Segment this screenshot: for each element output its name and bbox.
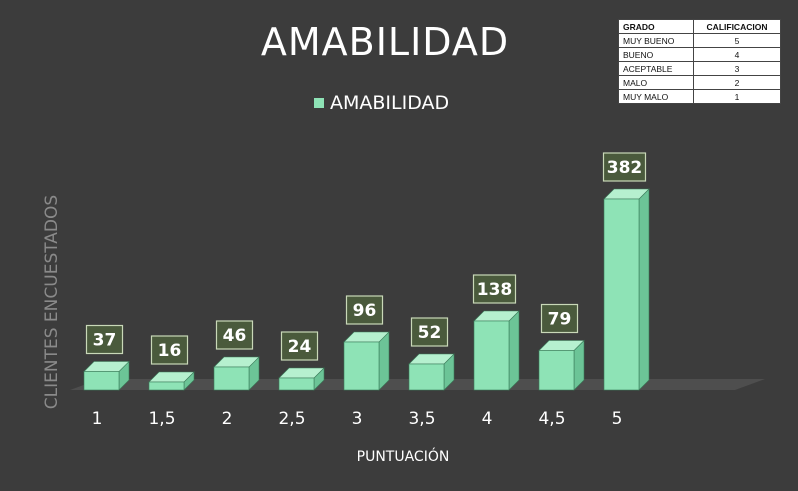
- data-label-box: [602, 152, 647, 182]
- grade-table-header: CALIFICACION: [693, 19, 781, 34]
- rating-cell: 5: [693, 33, 781, 48]
- grade-table-header-row: GRADO CALIFICACION: [617, 19, 781, 34]
- data-label-box: [280, 331, 319, 361]
- grade-cell: MUY BUENO: [617, 33, 695, 48]
- data-label: 37: [93, 331, 117, 351]
- grade-table: GRADO CALIFICACION MUY BUENO 5 BUENO 4 A…: [617, 19, 781, 104]
- data-label: 46: [223, 326, 247, 346]
- rating-cell: 4: [693, 47, 781, 62]
- grade-cell: MUY MALO: [617, 89, 695, 104]
- bar: [538, 350, 575, 391]
- grade-cell: ACEPTABLE: [617, 61, 695, 76]
- x-tick-label: 2: [222, 409, 233, 429]
- bar: [213, 366, 250, 391]
- grade-table-row: BUENO 4: [617, 47, 781, 62]
- rating-cell: 3: [693, 61, 781, 76]
- data-label: 382: [607, 158, 643, 178]
- x-tick-label: 2,5: [278, 409, 305, 429]
- data-label: 138: [477, 280, 513, 300]
- grade-table-row: MUY MALO 1: [617, 89, 781, 104]
- chart-title: AMABILIDAD: [260, 20, 510, 64]
- bars-group: 37 1 16 1,5 46 2 24 2,5 96 3 52 3,5 138 4 79 4,5 382 5: [83, 152, 650, 429]
- data-label: 16: [158, 341, 182, 361]
- grade-table-row: MUY BUENO 5: [617, 33, 781, 48]
- rating-cell: 2: [693, 75, 781, 90]
- x-axis-label: PUNTUACIÓN: [357, 447, 450, 465]
- data-label: 79: [548, 310, 572, 330]
- x-tick-label: 4: [482, 409, 493, 429]
- x-tick-label: 5: [612, 409, 623, 429]
- data-label-box: [345, 295, 384, 325]
- data-label-box: [410, 317, 449, 347]
- bar: [408, 363, 445, 391]
- bar: [603, 198, 640, 391]
- x-tick-label: 1,5: [148, 409, 175, 429]
- bar-side: [508, 310, 520, 391]
- bar-side: [638, 188, 650, 391]
- grade-table-row: ACEPTABLE 3: [617, 61, 781, 76]
- data-label: 52: [418, 323, 442, 343]
- data-label: 96: [353, 301, 377, 321]
- grade-cell: MALO: [617, 75, 695, 90]
- x-tick-label: 4,5: [538, 409, 565, 429]
- bar: [83, 371, 120, 391]
- legend-swatch: [314, 98, 324, 108]
- grade-table-row: MALO 2: [617, 75, 781, 90]
- legend-label: AMABILIDAD: [330, 92, 450, 114]
- y-axis-label: CLIENTES ENCUESTADOS: [42, 195, 62, 409]
- bar: [278, 377, 315, 391]
- x-tick-label: 1: [92, 409, 103, 429]
- bar: [343, 341, 380, 391]
- grade-table-header: GRADO: [617, 19, 695, 34]
- x-tick-label: 3: [352, 409, 363, 429]
- data-label-box: [540, 303, 579, 334]
- data-label-box: [215, 320, 254, 350]
- data-label-box: [85, 324, 124, 355]
- bar: [473, 320, 510, 391]
- x-tick-label: 3,5: [408, 409, 435, 429]
- data-label: 24: [288, 337, 312, 357]
- rating-cell: 1: [693, 89, 781, 104]
- legend: AMABILIDAD: [314, 92, 449, 114]
- bar: [148, 381, 185, 391]
- grade-cell: BUENO: [617, 47, 695, 62]
- data-label-box: [150, 335, 189, 365]
- data-label-box: [472, 274, 517, 304]
